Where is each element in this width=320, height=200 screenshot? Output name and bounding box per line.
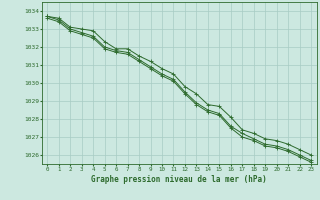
X-axis label: Graphe pression niveau de la mer (hPa): Graphe pression niveau de la mer (hPa): [91, 175, 267, 184]
